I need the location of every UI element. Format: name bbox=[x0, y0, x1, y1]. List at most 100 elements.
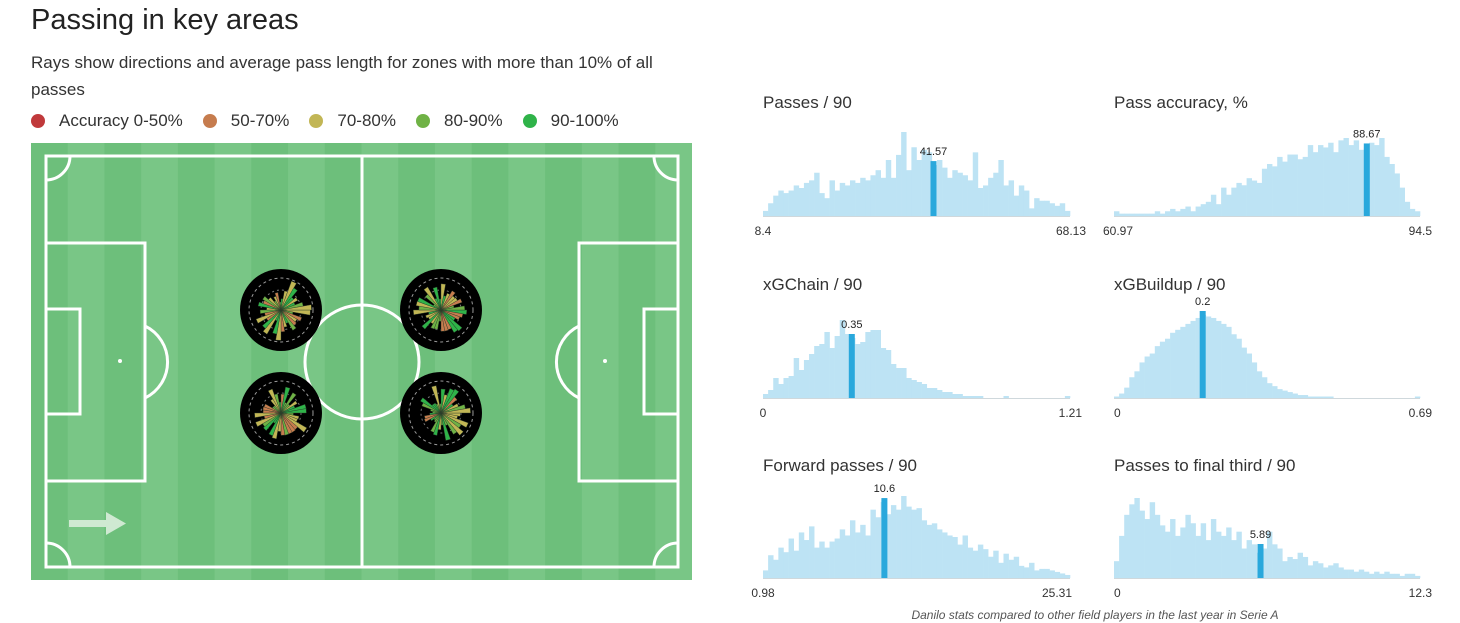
accuracy-legend: Accuracy 0-50% 50-70% 70-80% 80-90% 90-1… bbox=[31, 109, 639, 133]
histogram-bar bbox=[819, 193, 825, 216]
histogram-bar bbox=[1139, 213, 1145, 216]
histogram-bar bbox=[1287, 556, 1293, 578]
histogram-bar bbox=[844, 535, 851, 578]
corner-arc-bottom-left bbox=[45, 541, 72, 568]
grass-stripe bbox=[618, 143, 656, 580]
histogram-bar bbox=[1241, 548, 1247, 578]
pass-direction-ray bbox=[432, 286, 442, 311]
histogram-bar bbox=[778, 384, 784, 398]
histogram-bar bbox=[926, 152, 933, 216]
histogram-bar bbox=[1241, 185, 1247, 216]
pass-direction-ray bbox=[431, 385, 442, 414]
grass-stripe bbox=[655, 143, 692, 580]
histogram-bar bbox=[1236, 182, 1242, 216]
histogram-bar bbox=[983, 185, 989, 216]
legend-dot-icon bbox=[309, 114, 324, 128]
histogram-bar bbox=[1175, 329, 1181, 398]
histogram-bar bbox=[1049, 203, 1055, 216]
histogram-bar bbox=[901, 368, 907, 398]
histogram-bar bbox=[1175, 535, 1181, 578]
histogram-bar bbox=[947, 392, 953, 398]
legend-item-90-100: 90-100% bbox=[522, 111, 619, 131]
histogram-bar bbox=[824, 198, 830, 216]
axis-min-label: 0 bbox=[1114, 586, 1121, 600]
histogram-bar bbox=[1039, 568, 1045, 578]
pass-direction-ray bbox=[423, 286, 442, 311]
histogram-bar bbox=[773, 559, 779, 578]
histogram-bar bbox=[870, 175, 876, 216]
histogram-bar bbox=[972, 396, 979, 398]
histogram-bar bbox=[1379, 573, 1385, 578]
histogram-bar bbox=[1338, 567, 1344, 578]
histogram-bar bbox=[1394, 173, 1400, 216]
histogram-bar bbox=[1119, 535, 1125, 578]
right-goal-area bbox=[642, 307, 680, 416]
histogram-bar bbox=[783, 193, 789, 216]
player-value-label: 10.6 bbox=[874, 483, 895, 495]
histogram-bar bbox=[788, 376, 794, 398]
histogram-bar bbox=[844, 334, 851, 398]
histogram-bar bbox=[803, 540, 810, 578]
histogram-bar bbox=[1302, 395, 1309, 398]
histogram-bar bbox=[1307, 145, 1314, 216]
histogram-bar bbox=[921, 520, 928, 578]
histogram-bar bbox=[1399, 187, 1405, 216]
histogram-bar bbox=[1323, 567, 1329, 578]
histogram-bar bbox=[1190, 320, 1196, 398]
histogram-bar bbox=[1044, 568, 1050, 578]
histogram-bar bbox=[788, 190, 794, 216]
histogram-bar bbox=[1261, 168, 1268, 216]
histogram-bar bbox=[896, 509, 902, 578]
histogram-bar bbox=[962, 175, 968, 216]
histogram-bar bbox=[773, 378, 779, 398]
histogram-bar bbox=[824, 547, 830, 578]
histogram-bar bbox=[880, 177, 887, 216]
histogram-bar bbox=[1358, 569, 1365, 578]
histogram-bar bbox=[1180, 527, 1186, 578]
legend-item-50-70: 50-70% bbox=[202, 111, 289, 131]
histogram-bar bbox=[1023, 190, 1030, 216]
histogram-bar bbox=[1333, 563, 1339, 578]
histogram-bar bbox=[880, 348, 887, 398]
histogram-bar bbox=[1139, 362, 1145, 398]
grass-stripe bbox=[361, 143, 399, 580]
pass-direction-ray bbox=[440, 407, 471, 414]
histogram-bar bbox=[993, 550, 999, 578]
histogram-bar bbox=[1226, 527, 1232, 578]
grass-stripe bbox=[31, 143, 69, 580]
histogram-bar bbox=[1282, 561, 1288, 578]
histogram-panel: Pass accuracy, % 88.67 60.97 94.5 bbox=[1103, 93, 1432, 238]
histogram-bar bbox=[768, 203, 774, 216]
histogram-bar bbox=[1256, 371, 1263, 398]
histogram-bar bbox=[783, 552, 789, 578]
pitch-grass bbox=[31, 143, 692, 580]
pass-zone-rose bbox=[240, 269, 322, 351]
histogram-bar bbox=[962, 535, 968, 578]
histogram-bar bbox=[778, 547, 784, 578]
histogram-bar bbox=[1414, 396, 1421, 398]
histogram-bar bbox=[1231, 187, 1237, 216]
histogram-bar bbox=[763, 210, 769, 216]
histogram-bar bbox=[911, 509, 917, 578]
histogram-bar bbox=[977, 544, 984, 578]
histogram-bar bbox=[993, 172, 999, 216]
histogram-bar bbox=[1256, 182, 1263, 216]
histogram-bar bbox=[839, 320, 846, 398]
player-marker-bar bbox=[881, 498, 888, 578]
grass-stripe bbox=[104, 143, 142, 580]
attack-direction-arrow-icon bbox=[69, 512, 126, 535]
histogram-bar bbox=[1261, 377, 1268, 398]
grass-stripe bbox=[214, 143, 252, 580]
histogram-bar bbox=[1272, 386, 1278, 398]
legend-item-accuracy-0-50: Accuracy 0-50% bbox=[31, 111, 183, 131]
histogram-bar bbox=[1414, 575, 1421, 578]
histogram-bar bbox=[1292, 154, 1298, 216]
histogram-bar bbox=[1282, 161, 1288, 216]
histogram-bar bbox=[1205, 201, 1212, 216]
pass-zones bbox=[240, 269, 482, 454]
histogram-bar bbox=[972, 550, 979, 578]
histogram-bar bbox=[1205, 316, 1212, 398]
histogram-bar bbox=[916, 160, 922, 216]
histogram-bar bbox=[1129, 213, 1135, 216]
histogram-bar bbox=[983, 549, 989, 578]
